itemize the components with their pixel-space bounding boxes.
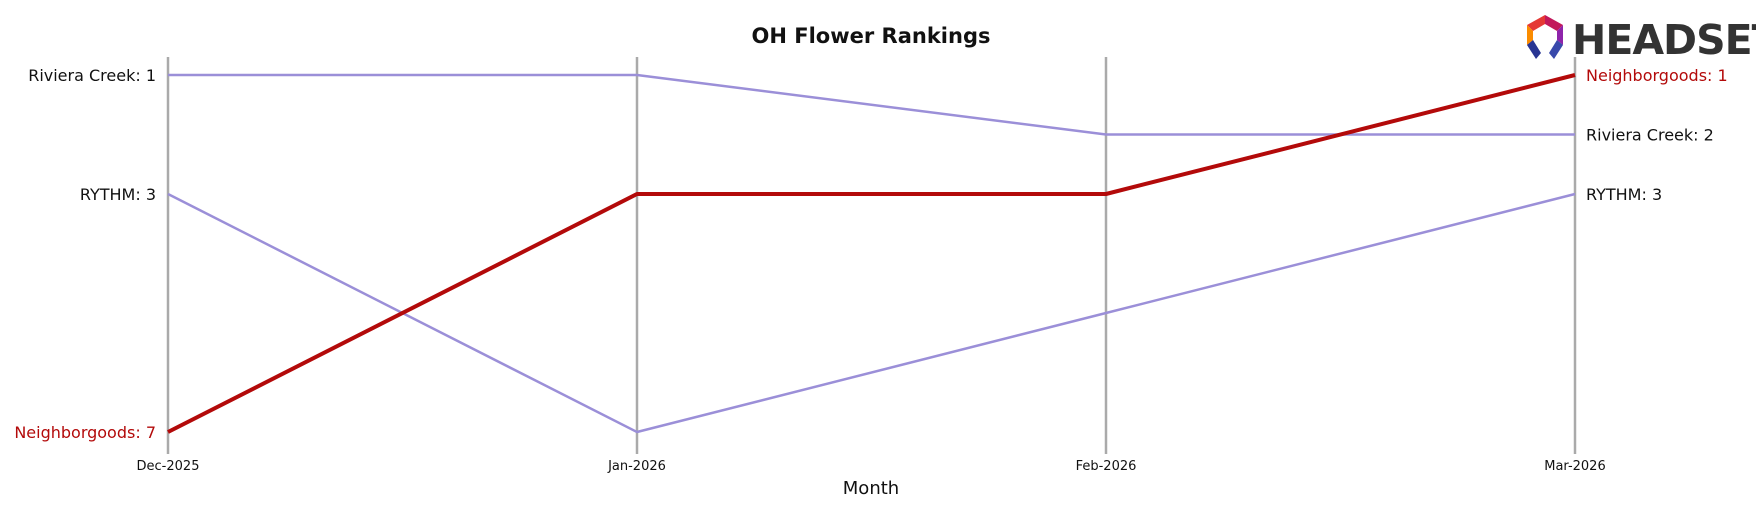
x-tick-label: Dec-2025 <box>137 459 200 474</box>
headset-hexagon-logo-icon <box>1527 15 1563 59</box>
chart-title: OH Flower Rankings <box>752 24 991 48</box>
x-axis-label: Month <box>843 478 899 499</box>
series-end-labels: Riviera Creek: 1 Riviera Creek: 2 RYTHM: 3… <box>14 66 1727 442</box>
end-label-riviera-creek: Riviera Creek: 2 <box>1586 126 1714 145</box>
logo-wordmark: HEADSET <box>1572 16 1756 64</box>
series-line-neighborgoods <box>167 73 1576 434</box>
end-label-neighborgoods: Neighborgoods: 1 <box>1586 66 1728 85</box>
series-line-rythm <box>167 192 1576 434</box>
start-label-riviera-creek: Riviera Creek: 1 <box>28 66 156 85</box>
series-lines <box>167 73 1576 434</box>
end-label-rythm: RYTHM: 3 <box>1586 185 1662 204</box>
start-label-neighborgoods: Neighborgoods: 7 <box>14 423 156 442</box>
series-line-riviera-creek <box>168 73 1575 136</box>
vertical-gridlines <box>166 57 1577 454</box>
x-axis-ticks: Dec-2025 Jan-2026 Feb-2026 Mar-2026 <box>137 459 1606 474</box>
x-tick-label: Feb-2026 <box>1076 459 1137 474</box>
x-tick-label: Mar-2026 <box>1544 459 1605 474</box>
x-tick-label: Jan-2026 <box>607 459 666 474</box>
start-label-rythm: RYTHM: 3 <box>80 185 156 204</box>
headset-logo: HEADSET <box>1527 15 1756 64</box>
